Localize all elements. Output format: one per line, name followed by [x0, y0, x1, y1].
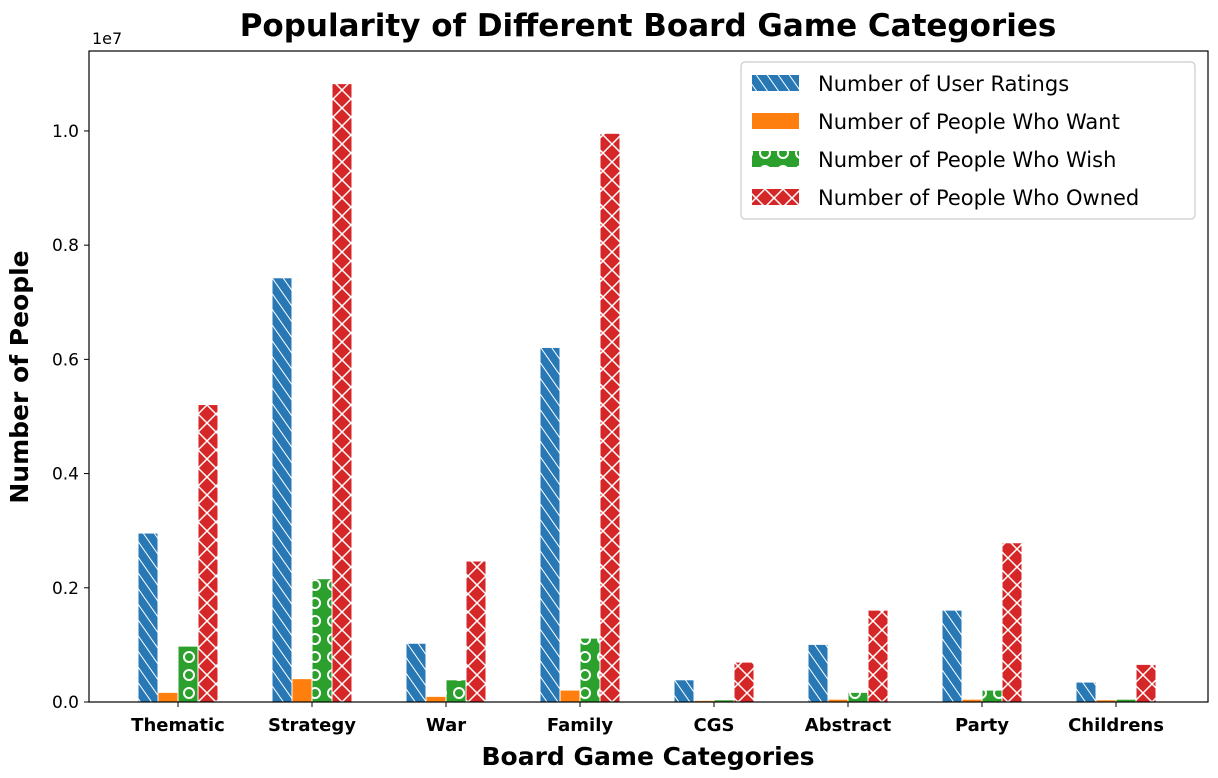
bar-party-series-1: [942, 610, 962, 702]
bar-abstract-series-4: [868, 610, 888, 702]
bar-cgs-series-4: [734, 662, 754, 702]
x-tick-label: Family: [547, 715, 613, 736]
legend-swatch-series-3: [752, 151, 799, 167]
x-ticks-layer: Thematic Strategy War Family CGS Abstract Part…: [131, 702, 1164, 736]
bar-war-series-1: [406, 643, 426, 702]
bar-childrens-series-3: [1116, 699, 1136, 702]
y-tick-label: 0.8: [52, 236, 79, 256]
bar-strategy-series-1: [272, 278, 292, 702]
legend-label-series-4: Number of People Who Owned: [818, 186, 1139, 210]
bar-family-series-3: [580, 638, 600, 702]
bar-cgs-series-3: [714, 700, 734, 702]
bar-war-series-4: [466, 561, 486, 702]
legend-swatch-series-4: [752, 189, 799, 205]
bar-family-series-1: [540, 347, 560, 702]
x-tick-label: Childrens: [1068, 715, 1164, 736]
legend-label-series-3: Number of People Who Wish: [818, 148, 1116, 172]
x-tick-label: Thematic: [131, 715, 225, 736]
y-axis-label: Number of People: [5, 250, 34, 503]
bars-layer: [138, 84, 1156, 703]
bar-strategy-series-4: [332, 84, 352, 703]
legend-swatch-series-2: [752, 113, 799, 129]
bar-family-series-4: [600, 133, 620, 703]
bar-party-series-2: [962, 699, 982, 702]
bar-strategy-series-2: [292, 679, 312, 702]
bar-childrens-series-1: [1076, 682, 1096, 702]
x-tick-label: Party: [955, 715, 1009, 736]
y-axis-offset-text: 1e7: [92, 29, 122, 48]
bar-cgs-series-1: [674, 680, 694, 702]
x-tick-label: War: [426, 715, 466, 736]
y-tick-label: 0.6: [52, 350, 79, 370]
plot-area-frame: [88, 50, 1209, 703]
x-axis-label: Board Game Categories: [481, 742, 814, 771]
bar-strategy-series-3: [312, 579, 332, 702]
chart-title: Popularity of Different Board Game Categ…: [240, 8, 1057, 44]
bar-thematic-series-4: [198, 405, 218, 702]
bar-war-series-3: [446, 680, 466, 702]
bar-thematic-series-3: [178, 646, 198, 702]
bar-thematic-series-2: [158, 692, 178, 702]
x-tick-label: Strategy: [268, 715, 356, 736]
bar-family-series-2: [560, 690, 580, 702]
y-tick-label: 0.4: [52, 465, 79, 485]
bar-abstract-series-1: [808, 644, 828, 702]
y-tick-label: 0.0: [52, 693, 79, 713]
bar-thematic-series-1: [138, 533, 158, 702]
y-ticks-layer: 0.0 0.2 0.4 0.6 0.8 1.0: [52, 122, 89, 713]
bar-party-series-3: [982, 690, 1002, 702]
y-tick-label: 0.2: [52, 579, 79, 599]
legend-swatch-series-1: [752, 75, 799, 91]
bar-abstract-series-2: [828, 699, 848, 702]
bar-childrens-series-4: [1136, 664, 1156, 702]
y-tick-label: 1.0: [52, 122, 79, 142]
bar-childrens-series-2: [1096, 700, 1116, 702]
x-tick-label: CGS: [694, 715, 735, 736]
legend-frame: [740, 61, 1196, 220]
bar-party-series-4: [1002, 543, 1022, 702]
bar-abstract-series-3: [848, 692, 868, 702]
bar-war-series-2: [426, 696, 446, 702]
x-tick-label: Abstract: [805, 715, 892, 736]
legend-label-series-2: Number of People Who Want: [818, 110, 1120, 134]
legend-label-series-1: Number of User Ratings: [818, 72, 1069, 96]
legend: Number of User Ratings Number of People W…: [740, 61, 1196, 220]
